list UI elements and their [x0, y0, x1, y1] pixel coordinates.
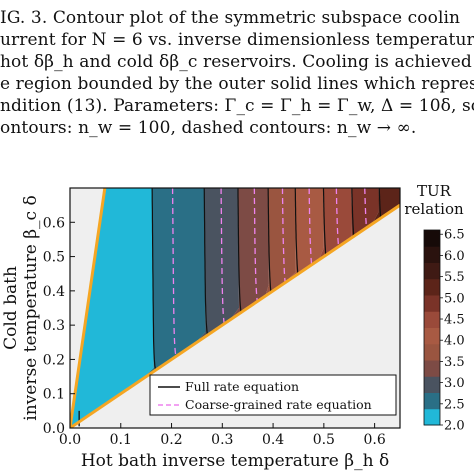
dashed-contour	[308, 188, 313, 267]
colorbar-segment	[424, 311, 440, 328]
y-tick-label: 0.1	[43, 387, 65, 403]
y-tick-label: 0.6	[43, 215, 65, 231]
x-tick-label: 0.4	[262, 432, 284, 448]
colorbar-segment	[424, 376, 440, 393]
contour-band	[70, 188, 269, 428]
colorbar-segment	[424, 343, 440, 361]
colorbar-tick-label: 4.0	[444, 334, 465, 349]
legend-solid-label: Full rate equation	[185, 379, 299, 394]
y-tick-label: 0.2	[43, 352, 65, 368]
colorbar-segment	[424, 392, 440, 410]
colorbar-tick-label: 5.5	[444, 270, 465, 285]
y-tick-label: 0.5	[43, 250, 65, 266]
colorbar-segment	[424, 230, 440, 247]
colorbar-tick-label: 4.5	[444, 313, 465, 328]
axis-labels: Hot bath inverse temperature β_h δ Cold b…	[1, 195, 389, 471]
colorbar-title-line1: TUR	[417, 182, 452, 200]
colorbar-tick-label: 3.5	[444, 355, 465, 370]
dashed-contour	[220, 188, 225, 326]
x-tick-label: 0.5	[313, 432, 335, 448]
dashed-contour	[281, 188, 286, 285]
dashed-contour	[364, 188, 368, 230]
solid-contour	[237, 188, 242, 314]
solid-contour	[351, 188, 355, 238]
dashed-contour	[335, 188, 340, 249]
colorbar-segment	[424, 360, 440, 377]
colorbar-tick-label: 2.0	[444, 419, 465, 434]
legend-box	[149, 374, 397, 416]
upper-boundary-line	[70, 188, 107, 428]
contour-band	[70, 188, 239, 428]
caption-line-3: hot δβ_h and cold δβ_c reservoirs. Cooli…	[0, 52, 472, 72]
dashed-contour	[171, 188, 177, 358]
colorbar-tick-label: 5.0	[444, 291, 465, 306]
colorbar-segment	[424, 327, 440, 345]
solid-contour	[151, 188, 157, 372]
colorbar: 2.0 2.5 3.0 3.5 4.0 4.5 5.0 5.5 6.0 6.5 TURrelatio…	[404, 182, 464, 434]
x-tick-label: 0.6	[363, 432, 385, 448]
caption-line-2: urrent for N = 6 vs. inverse dimensionle…	[0, 30, 474, 50]
colorbar-segment	[424, 408, 440, 426]
x-tick-label: 0.0	[59, 432, 81, 448]
colorbar-tick-label: 2.5	[444, 397, 465, 412]
x-tick-label: 0.3	[211, 432, 233, 448]
x-tick-label: 0.2	[160, 432, 182, 448]
caption-line-6: ontours: n_w = 100, dashed contours: n_w…	[0, 118, 417, 138]
solid-contour	[294, 188, 299, 276]
caption-line-4: e region bounded by the outer solid line…	[0, 74, 474, 94]
colorbar-segment	[424, 295, 440, 312]
colorbar-tick-label: 6.5	[444, 228, 465, 243]
colorbar-segment	[424, 278, 440, 296]
contour-band	[70, 188, 324, 428]
colorbar-tick-label: 3.0	[444, 376, 465, 391]
legend: Full rate equation Coarse-grained rate eq…	[149, 374, 397, 416]
y-tick-label: 0.0	[43, 421, 65, 437]
solid-contour	[322, 188, 327, 257]
contour-band	[70, 188, 296, 428]
solid-contour	[267, 188, 272, 294]
y-tick-label: 0.4	[43, 284, 65, 300]
colorbar-tick-label: 6.0	[444, 249, 465, 264]
axes: 0.0 0.1 0.2 0.3 0.4 0.5 0.6 0.0 0.1 0.2 0.3 0.4 0.5 0…	[43, 187, 401, 448]
x-axis-title: Hot bath inverse temperature β_h δ	[81, 451, 389, 471]
solid-contour	[203, 188, 209, 337]
caption-line-5: ndition (13). Parameters: Γ_c = Γ_h = Γ_…	[0, 96, 474, 116]
colorbar-segment	[424, 262, 440, 280]
y-axis-title-line1: Cold bath	[1, 266, 21, 350]
x-tick-label: 0.1	[110, 432, 132, 448]
contour-band	[70, 188, 206, 428]
legend-dashed-label: Coarse-grained rate equation	[185, 397, 372, 412]
plot-frame	[69, 187, 401, 429]
colorbar-frame	[423, 229, 441, 426]
solid-contour	[378, 188, 382, 220]
diagonal-boundary-line	[70, 203, 400, 428]
dashed-contour	[253, 188, 258, 303]
caption-line-1: IG. 3. Contour plot of the symmetric sub…	[0, 8, 461, 28]
y-axis-title-line2: inverse temperature β_c δ	[21, 195, 41, 420]
colorbar-segment	[424, 246, 440, 263]
y-tick-label: 0.3	[43, 318, 65, 334]
colorbar-title-line2: relation	[404, 200, 464, 218]
cooling-region	[70, 188, 400, 428]
contour-band	[70, 188, 154, 428]
